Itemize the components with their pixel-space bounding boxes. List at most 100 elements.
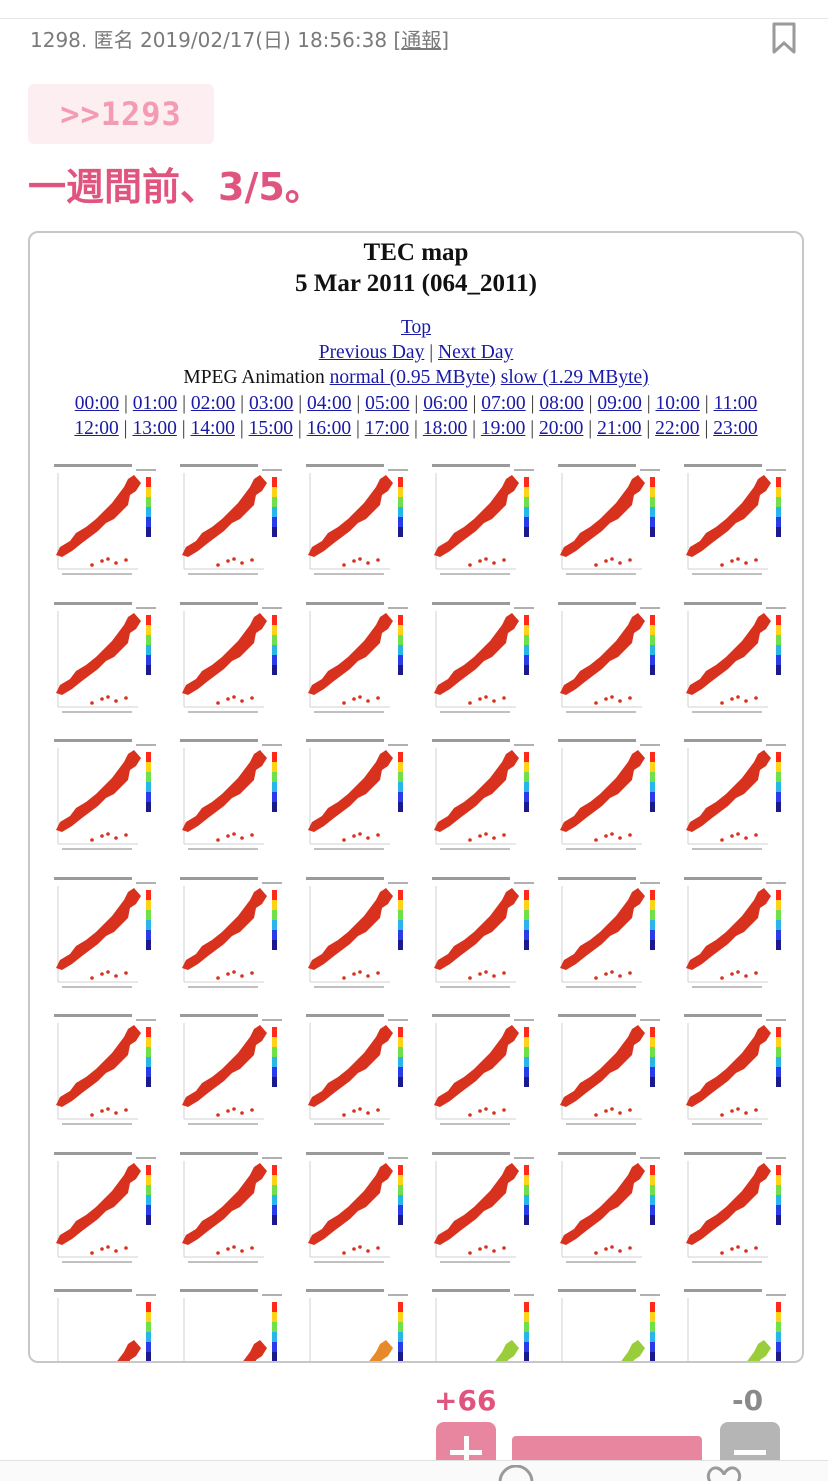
hour-link: 20:00 <box>538 418 584 439</box>
hour-separator: | <box>525 418 539 439</box>
tec-thumbnail <box>424 874 542 998</box>
tec-thumbnail <box>550 1149 668 1273</box>
hour-link: 11:00 <box>713 393 758 414</box>
hour-separator: | <box>177 393 191 414</box>
tec-thumbnail <box>46 1149 164 1273</box>
tec-thumbnail <box>676 1149 794 1273</box>
hour-separator: | <box>641 393 656 414</box>
tec-thumbnail <box>46 461 164 585</box>
hour-links-row-1: 00:00 | 01:00 | 02:00 | 03:00 | 04:00 | … <box>30 393 802 415</box>
tec-thumbnail <box>676 736 794 860</box>
tec-thumbnail <box>46 599 164 723</box>
tec-thumbnail <box>676 599 794 723</box>
tec-thumbnail <box>424 1149 542 1273</box>
mpeg-normal-link: normal (0.95 MByte) <box>329 367 496 388</box>
post-number: 1298. <box>30 28 88 52</box>
tec-thumbnail <box>676 1286 794 1361</box>
hour-link: 05:00 <box>365 393 410 414</box>
tec-thumbnail <box>172 599 290 723</box>
tec-thumbnail <box>298 1286 416 1361</box>
mpeg-row: MPEG Animation normal (0.95 MByte) slow … <box>30 367 802 389</box>
report-link[interactable]: 通報 <box>401 28 442 52</box>
tec-thumbnail <box>298 874 416 998</box>
hour-link: 18:00 <box>422 418 468 439</box>
hour-separator: | <box>118 418 133 439</box>
mpeg-slow-link: slow (1.29 MByte) <box>500 367 649 388</box>
hour-link: 19:00 <box>480 418 526 439</box>
hour-link: 00:00 <box>74 393 120 414</box>
report-link-wrapper: [通報] <box>393 28 450 52</box>
tec-thumbnail <box>46 1011 164 1135</box>
comment-icon[interactable] <box>496 1465 536 1481</box>
hour-separator: | <box>234 418 249 439</box>
hour-separator: | <box>699 418 714 439</box>
hour-separator: | <box>351 393 366 414</box>
hour-link: 22:00 <box>655 418 700 439</box>
tec-thumbnail <box>46 874 164 998</box>
top-link: Top <box>400 317 432 338</box>
heart-icon[interactable] <box>704 1465 744 1481</box>
hour-separator: | <box>235 393 249 414</box>
hour-link: 21:00 <box>597 418 642 439</box>
bookmark-icon[interactable] <box>772 22 796 54</box>
tec-thumbnail <box>424 599 542 723</box>
day-nav-row: Previous Day | Next Day <box>318 342 514 363</box>
hour-separator: | <box>699 393 714 414</box>
hour-separator: | <box>351 418 365 439</box>
hour-links-row-2: 12:00 | 13:00 | 14:00 | 15:00 | 16:00 | … <box>30 418 802 440</box>
tec-thumbnail <box>298 736 416 860</box>
hour-separator: | <box>293 393 308 414</box>
tec-thumbnail <box>298 461 416 585</box>
hour-separator: | <box>641 418 656 439</box>
tec-title: TEC map <box>363 239 469 266</box>
hour-separator: | <box>409 418 423 439</box>
hour-separator: | <box>525 393 540 414</box>
hour-separator: | <box>119 393 133 414</box>
tec-thumbnail <box>46 1286 164 1361</box>
previous-day-link: Previous Day <box>318 342 425 363</box>
tec-thumbnail <box>46 736 164 860</box>
hour-link: 06:00 <box>423 393 468 414</box>
hour-separator: | <box>293 418 307 439</box>
tec-subtitle: 5 Mar 2011 (064_2011) <box>295 270 537 297</box>
hour-link: 09:00 <box>597 393 642 414</box>
hour-link: 10:00 <box>655 393 700 414</box>
reply-anchor[interactable]: >>1293 <box>28 84 214 144</box>
tec-thumbnail <box>298 599 416 723</box>
minus-score: -0 <box>732 1384 764 1417</box>
tec-thumbnail <box>172 1011 290 1135</box>
tec-thumbnail <box>676 1011 794 1135</box>
next-day-link: Next Day <box>438 342 514 363</box>
tec-thumbnail <box>172 1149 290 1273</box>
tec-thumbnail <box>424 461 542 585</box>
post-meta: 1298. 匿名 2019/02/17(日) 18:56:38 [通報] <box>30 24 449 53</box>
top-link-row: Top <box>30 317 802 339</box>
tec-thumbnail <box>298 1011 416 1135</box>
hour-link: 17:00 <box>364 418 410 439</box>
hour-link: 01:00 <box>132 393 178 414</box>
hour-separator: | <box>176 418 191 439</box>
post-author: 匿名 <box>93 28 134 52</box>
tec-thumbnail <box>298 1149 416 1273</box>
post-datetime: 2019/02/17(日) 18:56:38 <box>139 28 388 52</box>
hour-link: 13:00 <box>132 418 177 439</box>
bottom-toolbar <box>0 1460 828 1481</box>
hour-link: 14:00 <box>190 418 235 439</box>
tec-thumbnail <box>550 1286 668 1361</box>
hour-link: 16:00 <box>306 418 352 439</box>
tec-thumbnail <box>172 736 290 860</box>
tec-thumbnail <box>172 874 290 998</box>
top-divider <box>0 18 828 19</box>
tec-thumbnail <box>676 874 794 998</box>
hour-link: 03:00 <box>248 393 294 414</box>
tec-thumbnail <box>172 1286 290 1361</box>
hour-separator: | <box>467 418 481 439</box>
tec-thumbnail <box>424 736 542 860</box>
tec-thumbnail <box>550 1011 668 1135</box>
hour-separator: | <box>467 393 482 414</box>
tec-thumbnail <box>676 461 794 585</box>
tec-thumbnail <box>550 599 668 723</box>
plus-score: +66 <box>434 1384 497 1417</box>
tec-thumbnail <box>550 874 668 998</box>
tec-thumbnail <box>424 1011 542 1135</box>
